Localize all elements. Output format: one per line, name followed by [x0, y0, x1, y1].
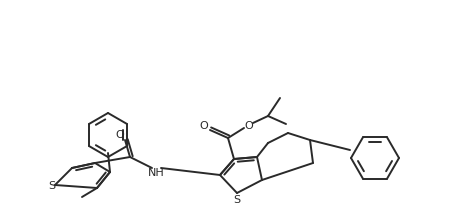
Text: S: S: [234, 195, 241, 205]
Text: NH: NH: [148, 168, 164, 178]
Text: S: S: [49, 181, 56, 191]
Text: O: O: [116, 130, 124, 140]
Text: O: O: [245, 121, 253, 131]
Text: O: O: [200, 121, 208, 131]
